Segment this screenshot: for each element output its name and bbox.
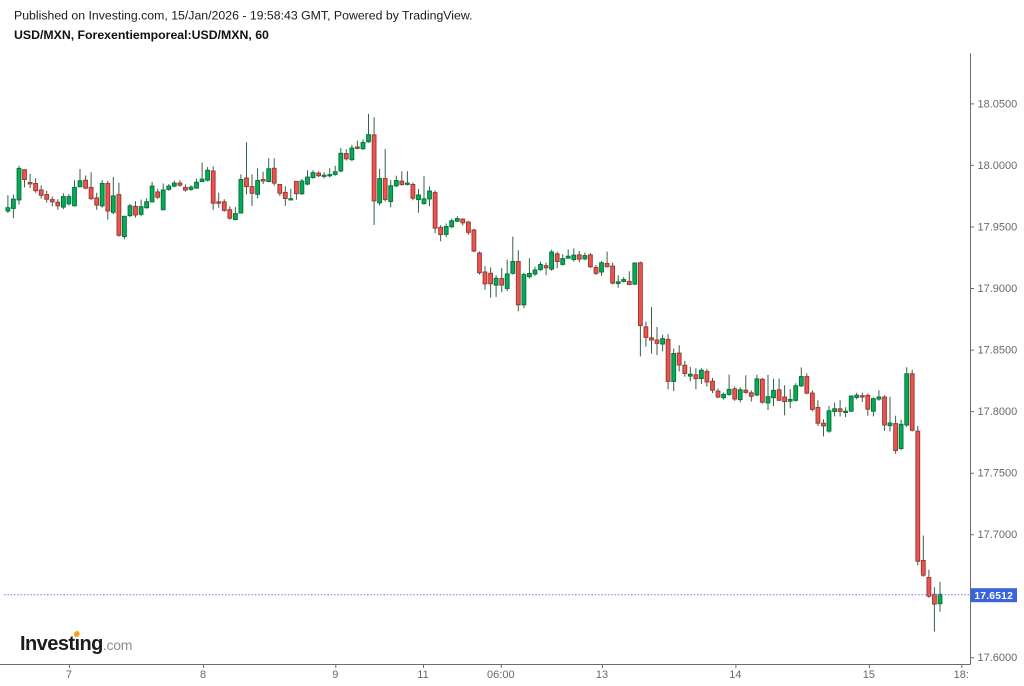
svg-text:18.0000: 18.0000 [978,160,1018,172]
svg-text:17.9000: 17.9000 [978,283,1018,295]
svg-text:17.8500: 17.8500 [978,345,1018,357]
svg-text:06:00: 06:00 [487,669,515,681]
svg-text:8: 8 [200,669,206,681]
svg-text:14: 14 [729,669,741,681]
svg-text:9: 9 [332,669,338,681]
svg-text:Published on Investing.com, 15: Published on Investing.com, 15/Jan/2026 … [14,9,472,23]
svg-text:17.7500: 17.7500 [978,468,1018,480]
svg-text:Investıng.com: Investıng.com [20,633,132,655]
svg-text:17.9500: 17.9500 [978,221,1018,233]
svg-text:13: 13 [596,669,608,681]
svg-text:USD/MXN, Forexentiemporeal:USD: USD/MXN, Forexentiemporeal:USD/MXN, 60 [14,28,269,42]
svg-text:17.6000: 17.6000 [978,652,1018,664]
svg-text:17.8000: 17.8000 [978,406,1018,418]
svg-text:18.0500: 18.0500 [978,98,1018,110]
svg-text:17.7000: 17.7000 [978,529,1018,541]
svg-text:11: 11 [417,669,428,681]
svg-text:15: 15 [863,669,875,681]
svg-text:7: 7 [66,669,72,681]
svg-text:17.6512: 17.6512 [974,591,1013,602]
svg-text:18:: 18: [954,669,969,681]
